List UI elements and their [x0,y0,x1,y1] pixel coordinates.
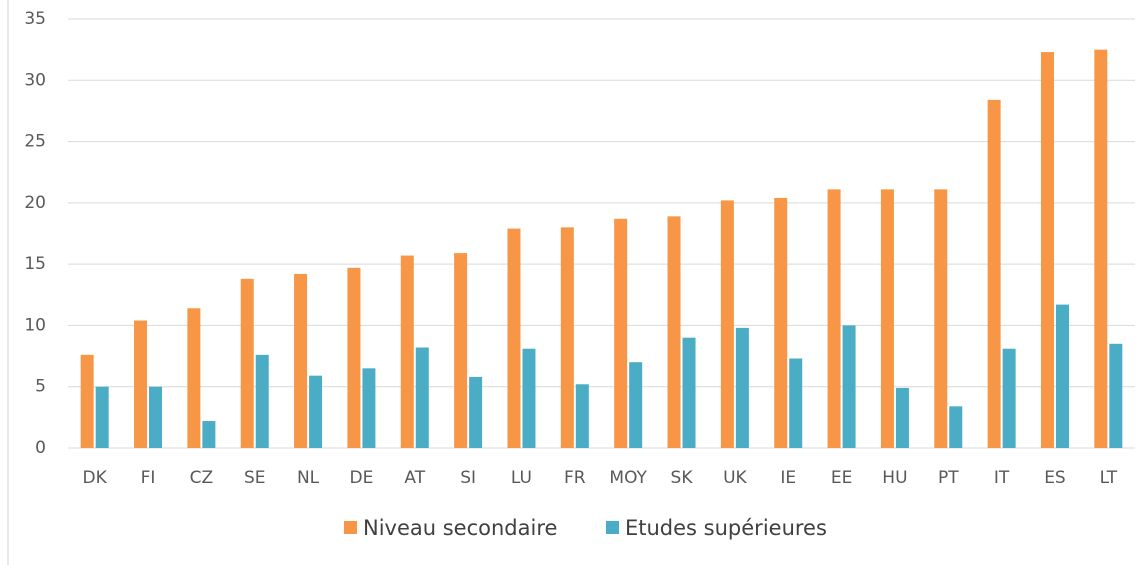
x-tick-label: ES [1044,468,1066,488]
x-tick-label: DE [350,468,374,488]
bar [454,253,468,448]
x-tick-label: PT [938,468,959,488]
bar [294,273,308,448]
x-tick-label: AT [404,468,425,488]
x-tick-label: SI [460,468,476,488]
legend-label: Etudes supérieures [625,516,827,540]
bar [720,200,734,448]
legend-swatch [344,521,357,534]
x-tick-label: NL [297,468,320,488]
x-tick-label: IE [780,468,796,488]
bar [347,267,361,448]
x-tick-label: LU [511,468,532,488]
bar [842,325,856,448]
bar [400,255,414,448]
y-tick-label: 35 [24,9,46,29]
bar [149,386,163,448]
bar [80,354,94,448]
bar [1002,348,1016,448]
x-tick-label: MOY [609,468,647,488]
bar [1109,343,1123,448]
bar [880,189,894,449]
y-tick-label: 0 [35,438,46,458]
bar [682,337,696,448]
x-tick-label: UK [723,468,747,488]
bar [1094,49,1108,449]
bar [134,320,148,448]
bar [987,99,1001,448]
bar [560,227,574,448]
bar [934,189,948,449]
x-tick-label: HU [882,468,907,488]
x-tick-label: CZ [190,468,214,488]
y-tick-label: 30 [24,70,46,90]
bar [1055,304,1069,448]
x-tick-label: FI [141,468,156,488]
y-tick-label: 10 [24,315,46,335]
bar [895,387,909,448]
bar [309,375,323,448]
bar [240,278,254,448]
y-tick-label: 5 [35,377,46,397]
bar [362,368,376,448]
y-tick-label: 25 [24,132,46,152]
bar [507,228,521,448]
bar [614,218,628,448]
x-tick-label: LT [1100,468,1118,488]
bar [629,362,643,448]
bar [774,197,788,448]
bar [202,421,216,448]
bar [255,354,269,448]
y-tick-label: 15 [24,254,46,274]
bar [415,347,429,448]
bar [522,348,536,448]
bar [1040,52,1054,448]
x-tick-label: EE [831,468,852,488]
bar [789,358,803,448]
x-tick-label: FR [564,468,586,488]
y-tick-label: 20 [24,193,46,213]
bar [469,376,483,448]
bar [827,189,841,449]
bar [667,216,681,448]
x-tick-label: SE [244,468,266,488]
x-tick-label: DK [83,468,108,488]
x-tick-label: IT [994,468,1010,488]
bar [949,406,963,448]
bar [95,386,109,448]
bar [187,308,201,448]
bar [575,384,589,448]
bar [735,327,749,448]
legend-swatch [606,521,619,534]
legend-label: Niveau secondaire [363,516,557,540]
x-tick-label: SK [671,468,694,488]
